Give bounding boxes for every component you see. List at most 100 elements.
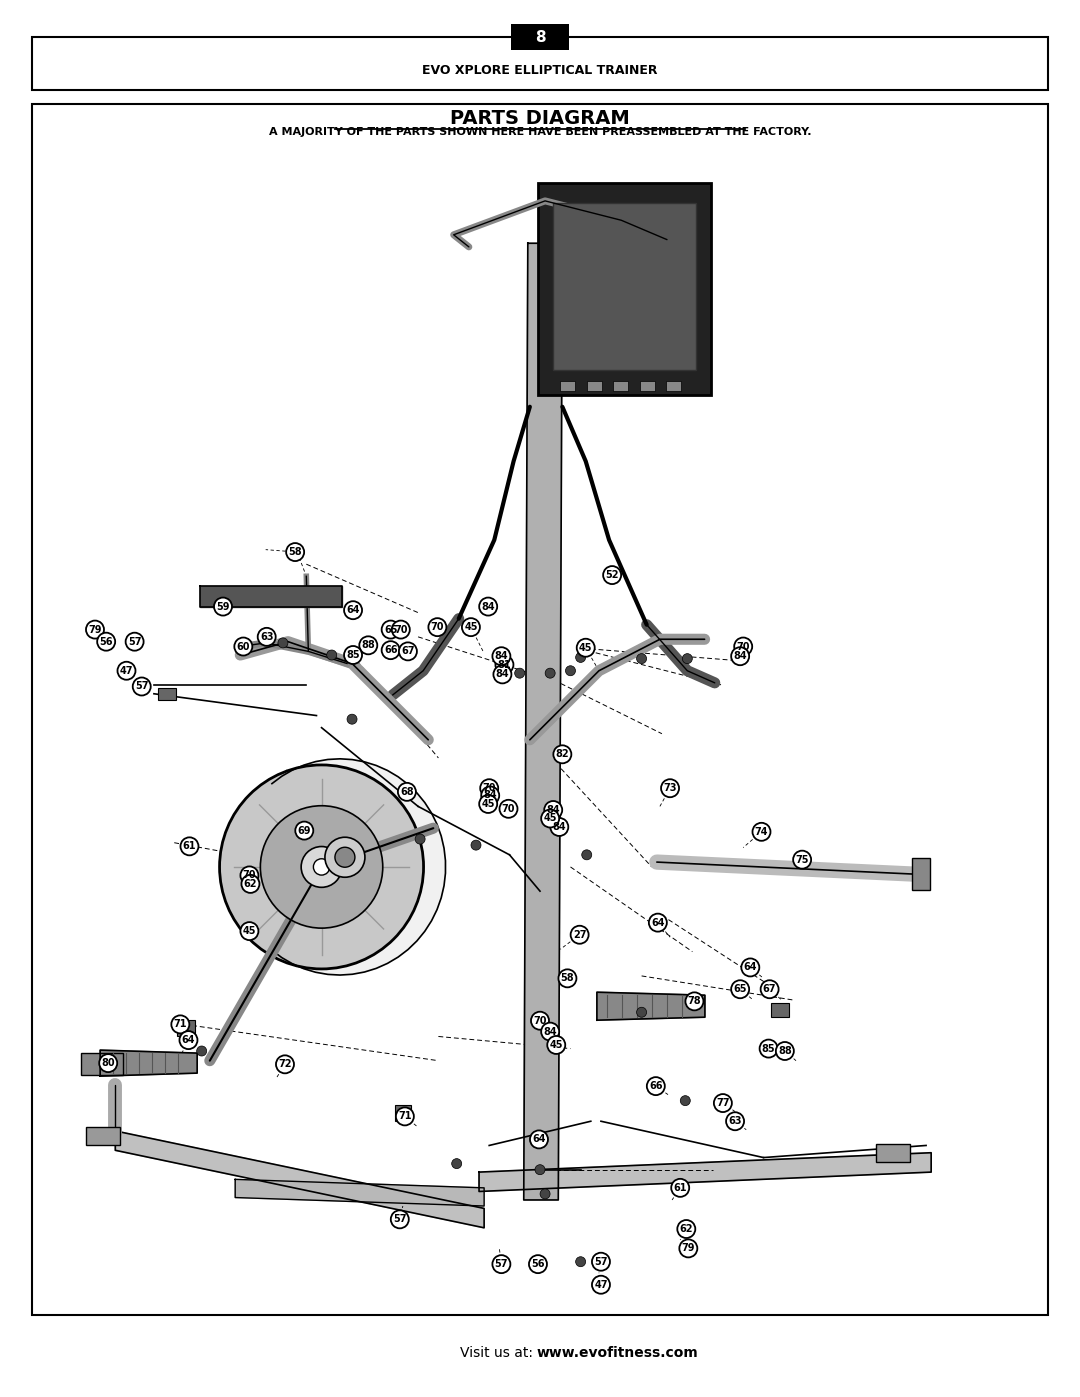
Bar [561, 381, 576, 391]
Text: Visit us at:: Visit us at: [460, 1345, 537, 1361]
Circle shape [530, 1130, 548, 1148]
Circle shape [278, 638, 288, 648]
Text: 84: 84 [496, 669, 510, 679]
Circle shape [680, 1095, 690, 1105]
Bar [771, 1003, 788, 1017]
Polygon shape [524, 243, 563, 1200]
Text: 63: 63 [728, 1116, 742, 1126]
Text: 57: 57 [127, 637, 141, 647]
Text: 84: 84 [546, 805, 561, 814]
Circle shape [480, 598, 497, 616]
Circle shape [566, 666, 576, 676]
Text: 64: 64 [347, 605, 360, 615]
Bar [666, 381, 681, 391]
Circle shape [276, 1055, 294, 1073]
Bar [158, 687, 176, 700]
Circle shape [545, 668, 555, 678]
Bar [586, 381, 602, 391]
Text: 63: 63 [260, 631, 273, 641]
Circle shape [381, 641, 400, 659]
Text: 61: 61 [183, 841, 197, 851]
Text: 56: 56 [531, 1259, 544, 1268]
Circle shape [241, 922, 258, 940]
Circle shape [219, 766, 423, 970]
Circle shape [396, 1108, 414, 1126]
Circle shape [661, 780, 679, 798]
Text: 59: 59 [216, 602, 230, 612]
Circle shape [731, 647, 750, 665]
Circle shape [347, 714, 357, 724]
Text: 70: 70 [394, 624, 407, 634]
Circle shape [415, 834, 426, 844]
Circle shape [335, 847, 355, 868]
Text: 56: 56 [99, 637, 113, 647]
Circle shape [500, 800, 517, 817]
Text: 84: 84 [553, 821, 566, 833]
Polygon shape [480, 1153, 931, 1192]
Circle shape [242, 875, 259, 893]
Circle shape [734, 637, 752, 655]
Text: 61: 61 [674, 1183, 687, 1193]
Circle shape [197, 1046, 206, 1056]
Text: 70: 70 [534, 1016, 546, 1025]
Text: 64: 64 [651, 918, 664, 928]
Text: 70: 70 [502, 803, 515, 814]
Circle shape [172, 1016, 189, 1034]
Circle shape [492, 647, 511, 665]
Circle shape [99, 1055, 118, 1071]
Circle shape [636, 654, 647, 664]
Circle shape [451, 1158, 461, 1169]
Text: 73: 73 [663, 784, 677, 793]
Circle shape [286, 543, 305, 562]
Circle shape [241, 866, 258, 884]
Text: 66: 66 [383, 645, 397, 655]
Text: 27: 27 [572, 930, 586, 940]
Circle shape [133, 678, 151, 696]
Circle shape [677, 1220, 696, 1238]
Circle shape [649, 914, 666, 932]
Circle shape [179, 1031, 198, 1049]
Circle shape [541, 809, 559, 827]
Circle shape [345, 645, 362, 664]
Circle shape [686, 992, 703, 1010]
Circle shape [558, 970, 577, 988]
Circle shape [118, 662, 135, 680]
Circle shape [576, 652, 585, 662]
Circle shape [234, 637, 253, 655]
Circle shape [97, 633, 116, 651]
Bar [32, 36, 1048, 89]
Text: 47: 47 [120, 666, 133, 676]
Circle shape [714, 1094, 732, 1112]
Circle shape [391, 1210, 409, 1228]
Circle shape [570, 926, 589, 944]
Text: 79: 79 [89, 624, 102, 634]
Circle shape [180, 837, 199, 855]
Text: 8: 8 [535, 29, 545, 45]
Circle shape [397, 782, 416, 800]
Circle shape [731, 981, 750, 999]
Circle shape [360, 636, 377, 654]
Text: 45: 45 [464, 622, 477, 633]
Circle shape [214, 598, 232, 616]
Circle shape [482, 787, 499, 805]
Text: 72: 72 [279, 1059, 292, 1069]
Circle shape [775, 1042, 794, 1060]
Text: www.evofitness.com: www.evofitness.com [537, 1345, 699, 1361]
Text: 45: 45 [550, 1039, 563, 1051]
Polygon shape [597, 992, 705, 1020]
Circle shape [462, 617, 480, 636]
Text: 85: 85 [347, 650, 360, 659]
Text: 84: 84 [495, 651, 509, 661]
Circle shape [258, 627, 275, 645]
Text: 68: 68 [400, 787, 414, 796]
Text: 64: 64 [181, 1035, 195, 1045]
Text: 70: 70 [431, 622, 444, 633]
Circle shape [592, 1253, 610, 1271]
Bar [395, 1105, 410, 1120]
Text: 47: 47 [594, 1280, 608, 1289]
Text: 66: 66 [649, 1081, 662, 1091]
Circle shape [325, 837, 365, 877]
Text: 88: 88 [362, 640, 375, 651]
Bar [177, 1020, 195, 1037]
Text: 45: 45 [243, 926, 256, 936]
